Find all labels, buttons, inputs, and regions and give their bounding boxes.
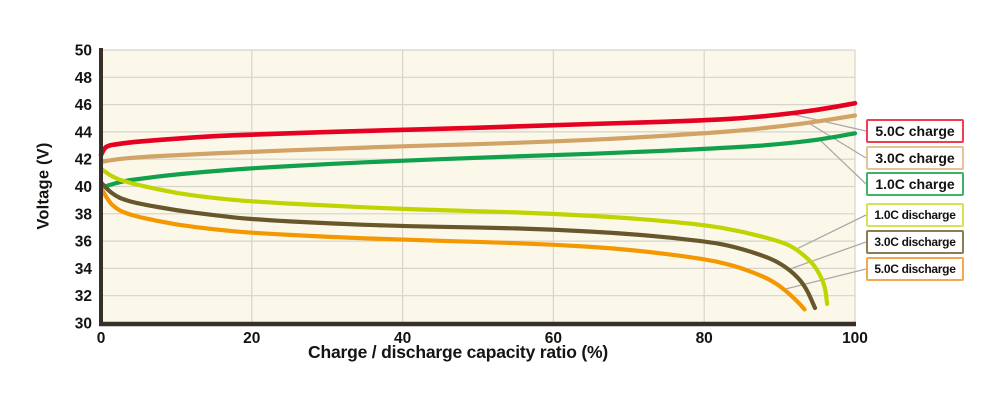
x-tick-label: 0 xyxy=(97,330,106,347)
legend-item-3-0c-charge: 3.0C charge xyxy=(866,146,964,170)
x-tick-label: 60 xyxy=(545,330,562,347)
series-line-1-0c-charge xyxy=(98,131,858,190)
legend-item-label: 5.0C charge xyxy=(875,123,955,139)
legend-item-label: 5.0C discharge xyxy=(874,262,956,276)
x-tick-label: 100 xyxy=(842,330,868,347)
y-tick-label: 50 xyxy=(75,43,92,60)
legend-leader-line xyxy=(795,214,867,250)
legend-item-3-0c-discharge: 3.0C discharge xyxy=(866,230,964,254)
legend-leader-line xyxy=(807,122,867,159)
legend-leader-line xyxy=(819,139,867,185)
y-tick-label: 48 xyxy=(75,70,93,87)
y-axis-title: Voltage (V) xyxy=(34,142,53,230)
y-tick-label: 40 xyxy=(75,179,92,196)
series-line-5-0c-discharge xyxy=(98,185,807,312)
legend-item-1-0c-charge: 1.0C charge xyxy=(866,172,964,196)
y-tick-label: 32 xyxy=(75,288,92,305)
legend-item-5-0c-charge: 5.0C charge xyxy=(866,119,964,143)
legend-item-label: 1.0C discharge xyxy=(874,208,956,222)
series-line-1-0c-discharge xyxy=(98,166,830,306)
x-tick-label: 20 xyxy=(243,330,260,347)
legend-leader-line xyxy=(789,112,867,132)
legend-item-1-0c-discharge: 1.0C discharge xyxy=(866,203,964,227)
series-line-5-0c-charge xyxy=(98,100,858,158)
y-tick-label: 36 xyxy=(75,234,93,251)
y-tick-label: 44 xyxy=(75,124,93,141)
y-tick-label: 30 xyxy=(75,316,92,333)
x-tick-label: 40 xyxy=(394,330,411,347)
legend-item-label: 3.0C discharge xyxy=(874,235,956,249)
y-tick-label: 46 xyxy=(75,97,93,114)
legend-item-label: 1.0C charge xyxy=(875,176,955,192)
legend-leader-line xyxy=(783,268,867,291)
x-axis-title: Charge / discharge capacity ratio (%) xyxy=(308,342,608,362)
legend-leader-line xyxy=(788,241,867,271)
y-tick-label: 42 xyxy=(75,152,92,169)
legend-item-label: 3.0C charge xyxy=(875,150,955,166)
series-line-3-0c-charge xyxy=(98,113,858,164)
x-tick-label: 80 xyxy=(696,330,713,347)
series-line-3-0c-discharge xyxy=(98,180,818,311)
y-tick-label: 38 xyxy=(75,206,93,223)
y-tick-label: 34 xyxy=(75,261,93,278)
legend-item-5-0c-discharge: 5.0C discharge xyxy=(866,257,964,281)
